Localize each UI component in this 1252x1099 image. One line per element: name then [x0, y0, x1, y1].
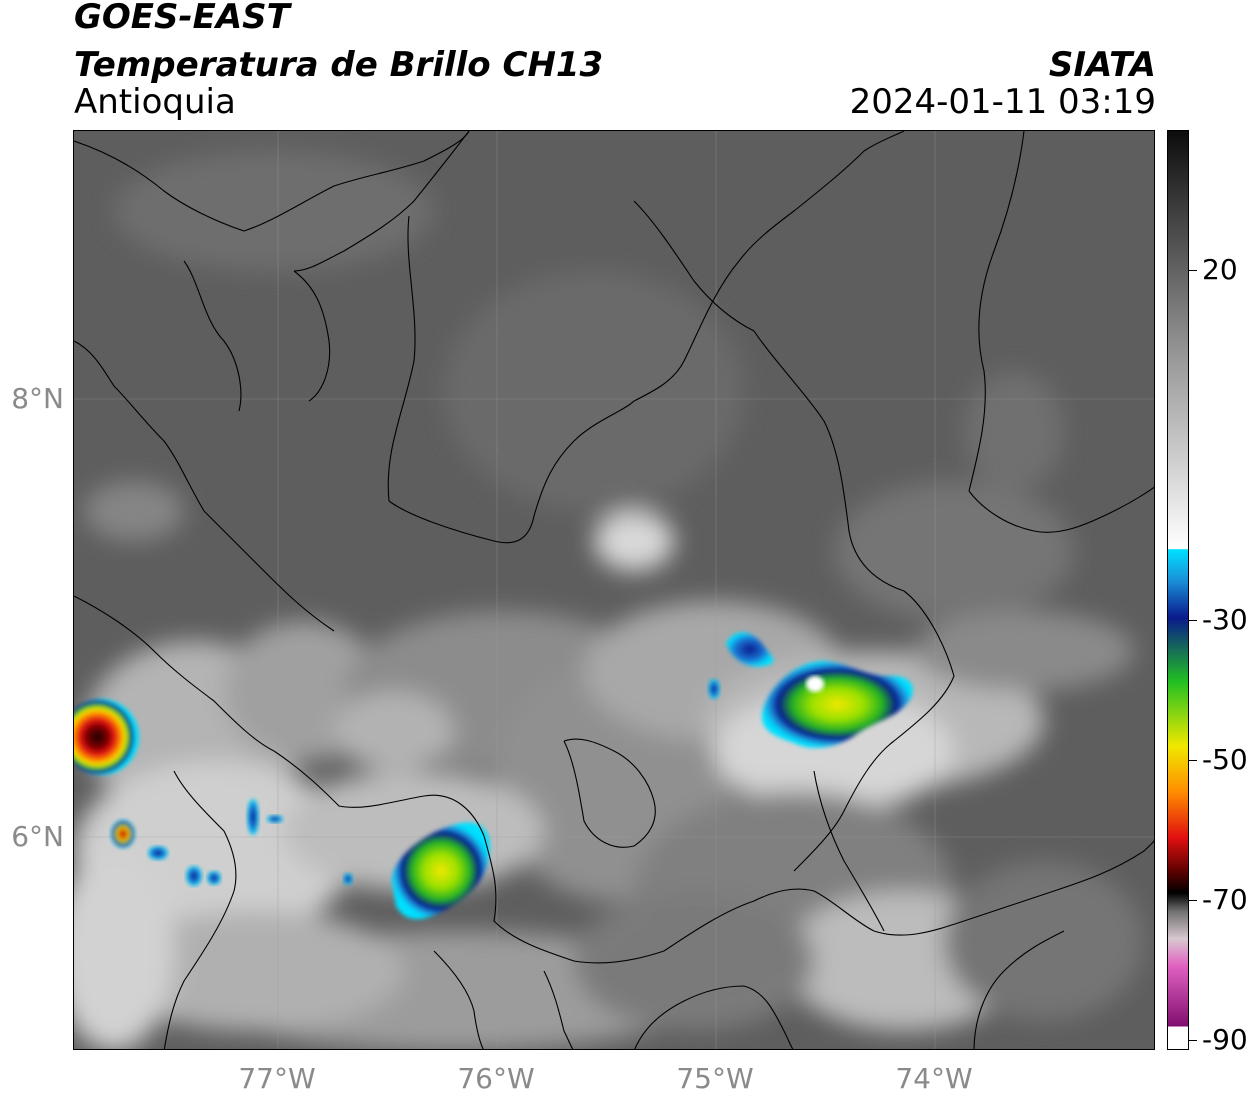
satellite-title: GOES-EAST: [74, 0, 290, 37]
colorbar-tick: [1189, 270, 1197, 271]
colorbar-tick: [1189, 760, 1197, 761]
political-boundaries: [74, 131, 1154, 1049]
datetime-label: 2024-01-11 03:19: [849, 82, 1156, 122]
satellite-map: [73, 130, 1155, 1050]
colorbar-label-minus30: -30: [1202, 603, 1248, 636]
product-title: Temperatura de Brillo CH13: [74, 45, 604, 85]
lon-label-77w: 77°W: [238, 1062, 316, 1095]
storm-cells: [74, 632, 913, 920]
region-label: Antioquia: [74, 82, 236, 122]
colorbar-tick: [1189, 1040, 1197, 1041]
colorbar-label-minus90: -90: [1202, 1023, 1248, 1056]
colorbar-label-minus50: -50: [1202, 743, 1248, 776]
colorbar-label-20: 20: [1202, 253, 1238, 286]
temperature-colorbar: [1167, 130, 1189, 1050]
lat-label-8n: 8°N: [11, 382, 64, 415]
lon-label-76w: 76°W: [457, 1062, 535, 1095]
colorbar-tick: [1189, 900, 1197, 901]
lat-label-6n: 6°N: [11, 820, 64, 853]
colorbar-tick: [1189, 620, 1197, 621]
cloud-field: [74, 151, 1144, 1049]
graticule: [74, 131, 1154, 1049]
organization-label: SIATA: [1048, 45, 1156, 85]
colorbar-label-minus70: -70: [1202, 883, 1248, 916]
lon-label-75w: 75°W: [676, 1062, 754, 1095]
lon-label-74w: 74°W: [895, 1062, 973, 1095]
map-canvas: [74, 131, 1154, 1049]
